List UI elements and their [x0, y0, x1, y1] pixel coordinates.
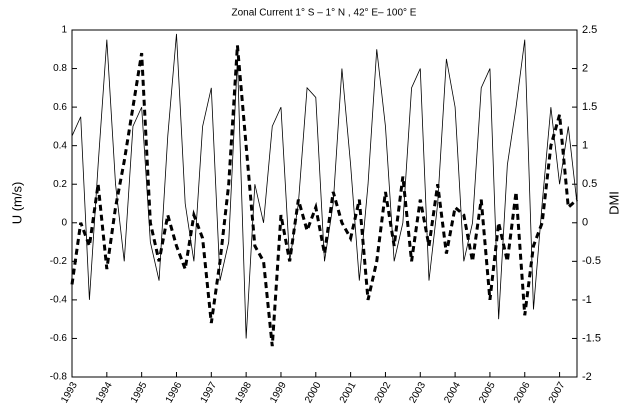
x-tick-label: 2000: [303, 380, 324, 404]
chart-title: Zonal Current 1° S – 1° N , 42° E– 100° …: [232, 8, 417, 19]
y2-axis-label: DMI: [606, 191, 621, 215]
y-axis-label: U (m/s): [9, 182, 24, 225]
y2-tick-label: 1: [582, 140, 588, 152]
series-line: [71, 33, 578, 339]
x-tick-label: 1997: [199, 380, 220, 404]
y-tick-label: -0.2: [50, 256, 68, 267]
x-tick-label: 1995: [129, 380, 150, 404]
x-tick-label: 2001: [338, 380, 359, 404]
y2-tick-label: 2.5: [582, 24, 597, 36]
y2-tick-label: -1.5: [582, 332, 601, 344]
y-tick-label: 0.2: [53, 179, 67, 190]
x-tick-label: 1994: [94, 380, 115, 404]
y-tick-label: 0.6: [53, 102, 67, 113]
y-tick-label: -0.8: [50, 372, 68, 383]
y-tick-label: -0.6: [50, 333, 68, 344]
y2-tick-label: 1.5: [582, 101, 597, 113]
x-tick-label: 1993: [59, 380, 80, 404]
y-tick-label: -0.4: [50, 295, 68, 306]
y-tick-label: 0: [61, 217, 67, 228]
x-tick-label: 1999: [268, 380, 289, 404]
x-tick-label: 2004: [442, 380, 463, 404]
x-tick-label: 2002: [373, 380, 394, 404]
y2-tick-label: -1: [582, 294, 592, 306]
y-tick-label: 0.4: [53, 140, 67, 151]
x-tick-label: 2005: [477, 380, 498, 404]
y2-tick-label: 0: [582, 217, 588, 229]
y2-tick-label: -0.5: [582, 255, 601, 267]
x-tick-label: 1996: [164, 380, 185, 404]
y2-tick-label: 2: [582, 62, 588, 74]
y-tick-label: 1: [61, 25, 67, 36]
x-tick-label: 1998: [233, 380, 254, 404]
y2-tick-label: -2: [582, 371, 592, 383]
y2-tick-label: 0.5: [582, 178, 597, 190]
x-tick-label: 2003: [408, 380, 429, 404]
x-tick-label: 2007: [547, 380, 568, 404]
y-tick-label: 0.8: [53, 63, 67, 74]
x-tick-label: 2006: [512, 380, 533, 404]
